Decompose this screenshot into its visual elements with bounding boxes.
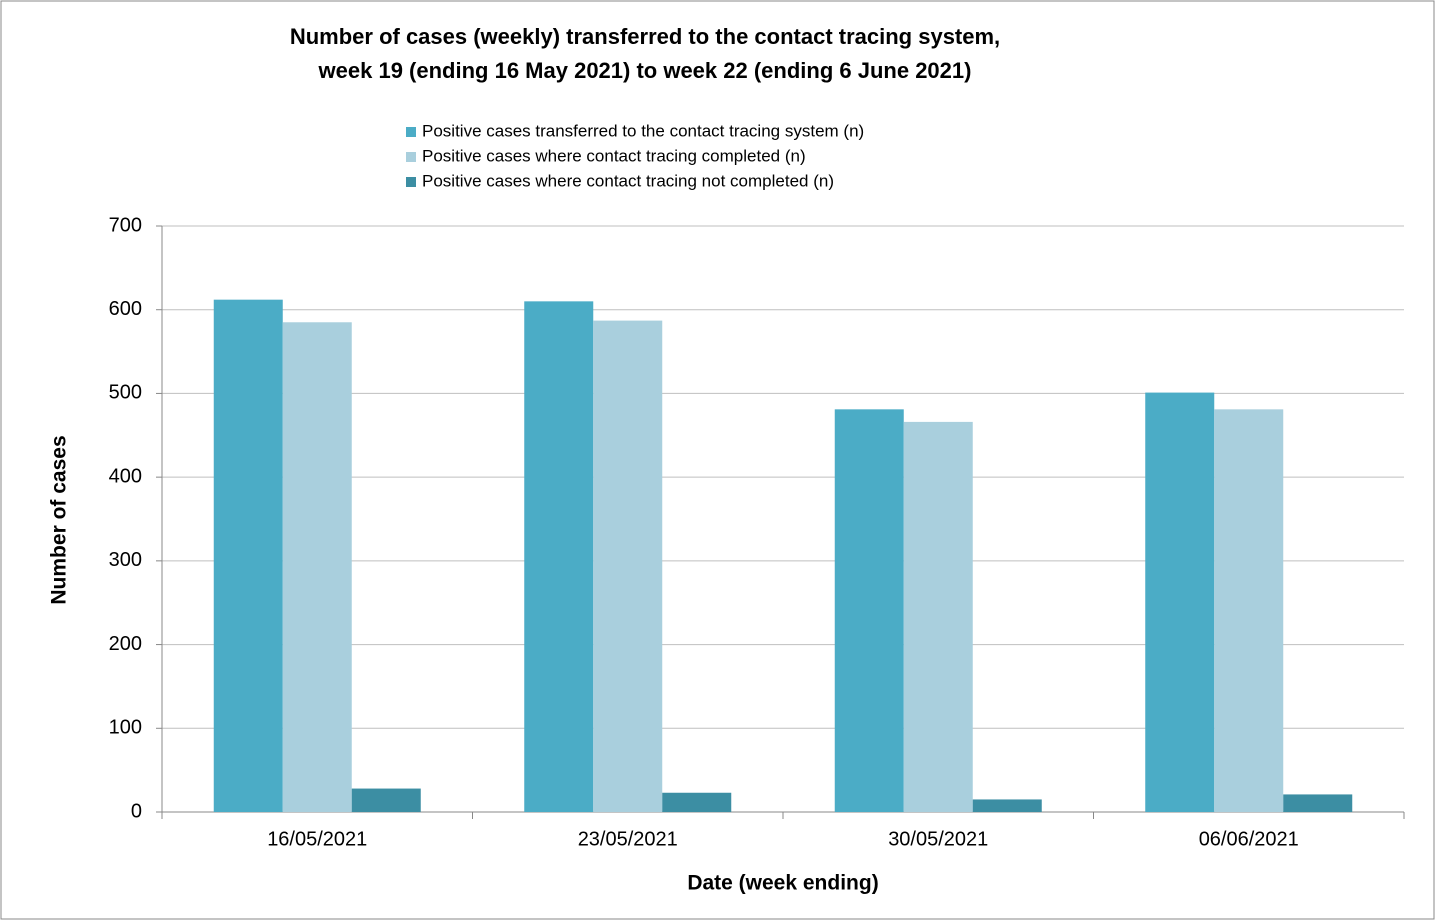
- bar: [351, 788, 421, 812]
- x-axis-label: Date (week ending): [687, 872, 878, 895]
- y-tick-label: 600: [109, 298, 142, 320]
- legend-label: Positive cases transferred to the contac…: [422, 121, 864, 140]
- chart-title: Number of cases (weekly) transferred to …: [290, 24, 1000, 49]
- legend-swatch: [406, 127, 416, 137]
- bar: [1145, 392, 1215, 812]
- bar: [213, 299, 283, 812]
- bar: [1283, 794, 1353, 812]
- bar: [1214, 409, 1284, 812]
- x-tick-label: 30/05/2021: [888, 828, 988, 850]
- bar: [282, 322, 352, 812]
- bar: [903, 421, 973, 812]
- bar: [524, 301, 594, 812]
- x-tick-label: 23/05/2021: [578, 828, 678, 850]
- bar: [662, 792, 732, 812]
- y-tick-label: 0: [131, 800, 142, 822]
- y-tick-label: 100: [109, 717, 142, 739]
- y-axis-label: Number of cases: [48, 435, 71, 604]
- legend-swatch: [406, 152, 416, 162]
- y-tick-label: 700: [109, 214, 142, 236]
- legend-swatch: [406, 177, 416, 187]
- bar: [834, 409, 904, 812]
- y-tick-label: 500: [109, 382, 142, 404]
- y-tick-label: 300: [109, 549, 142, 571]
- x-tick-label: 16/05/2021: [267, 828, 367, 850]
- legend-label: Positive cases where contact tracing com…: [422, 146, 806, 165]
- bar: [593, 320, 663, 812]
- legend-label: Positive cases where contact tracing not…: [422, 171, 834, 190]
- bar: [972, 799, 1042, 812]
- y-tick-label: 200: [109, 633, 142, 655]
- y-tick-label: 400: [109, 465, 142, 487]
- x-tick-label: 06/06/2021: [1199, 828, 1299, 850]
- chart-subtitle: week 19 (ending 16 May 2021) to week 22 …: [318, 58, 972, 83]
